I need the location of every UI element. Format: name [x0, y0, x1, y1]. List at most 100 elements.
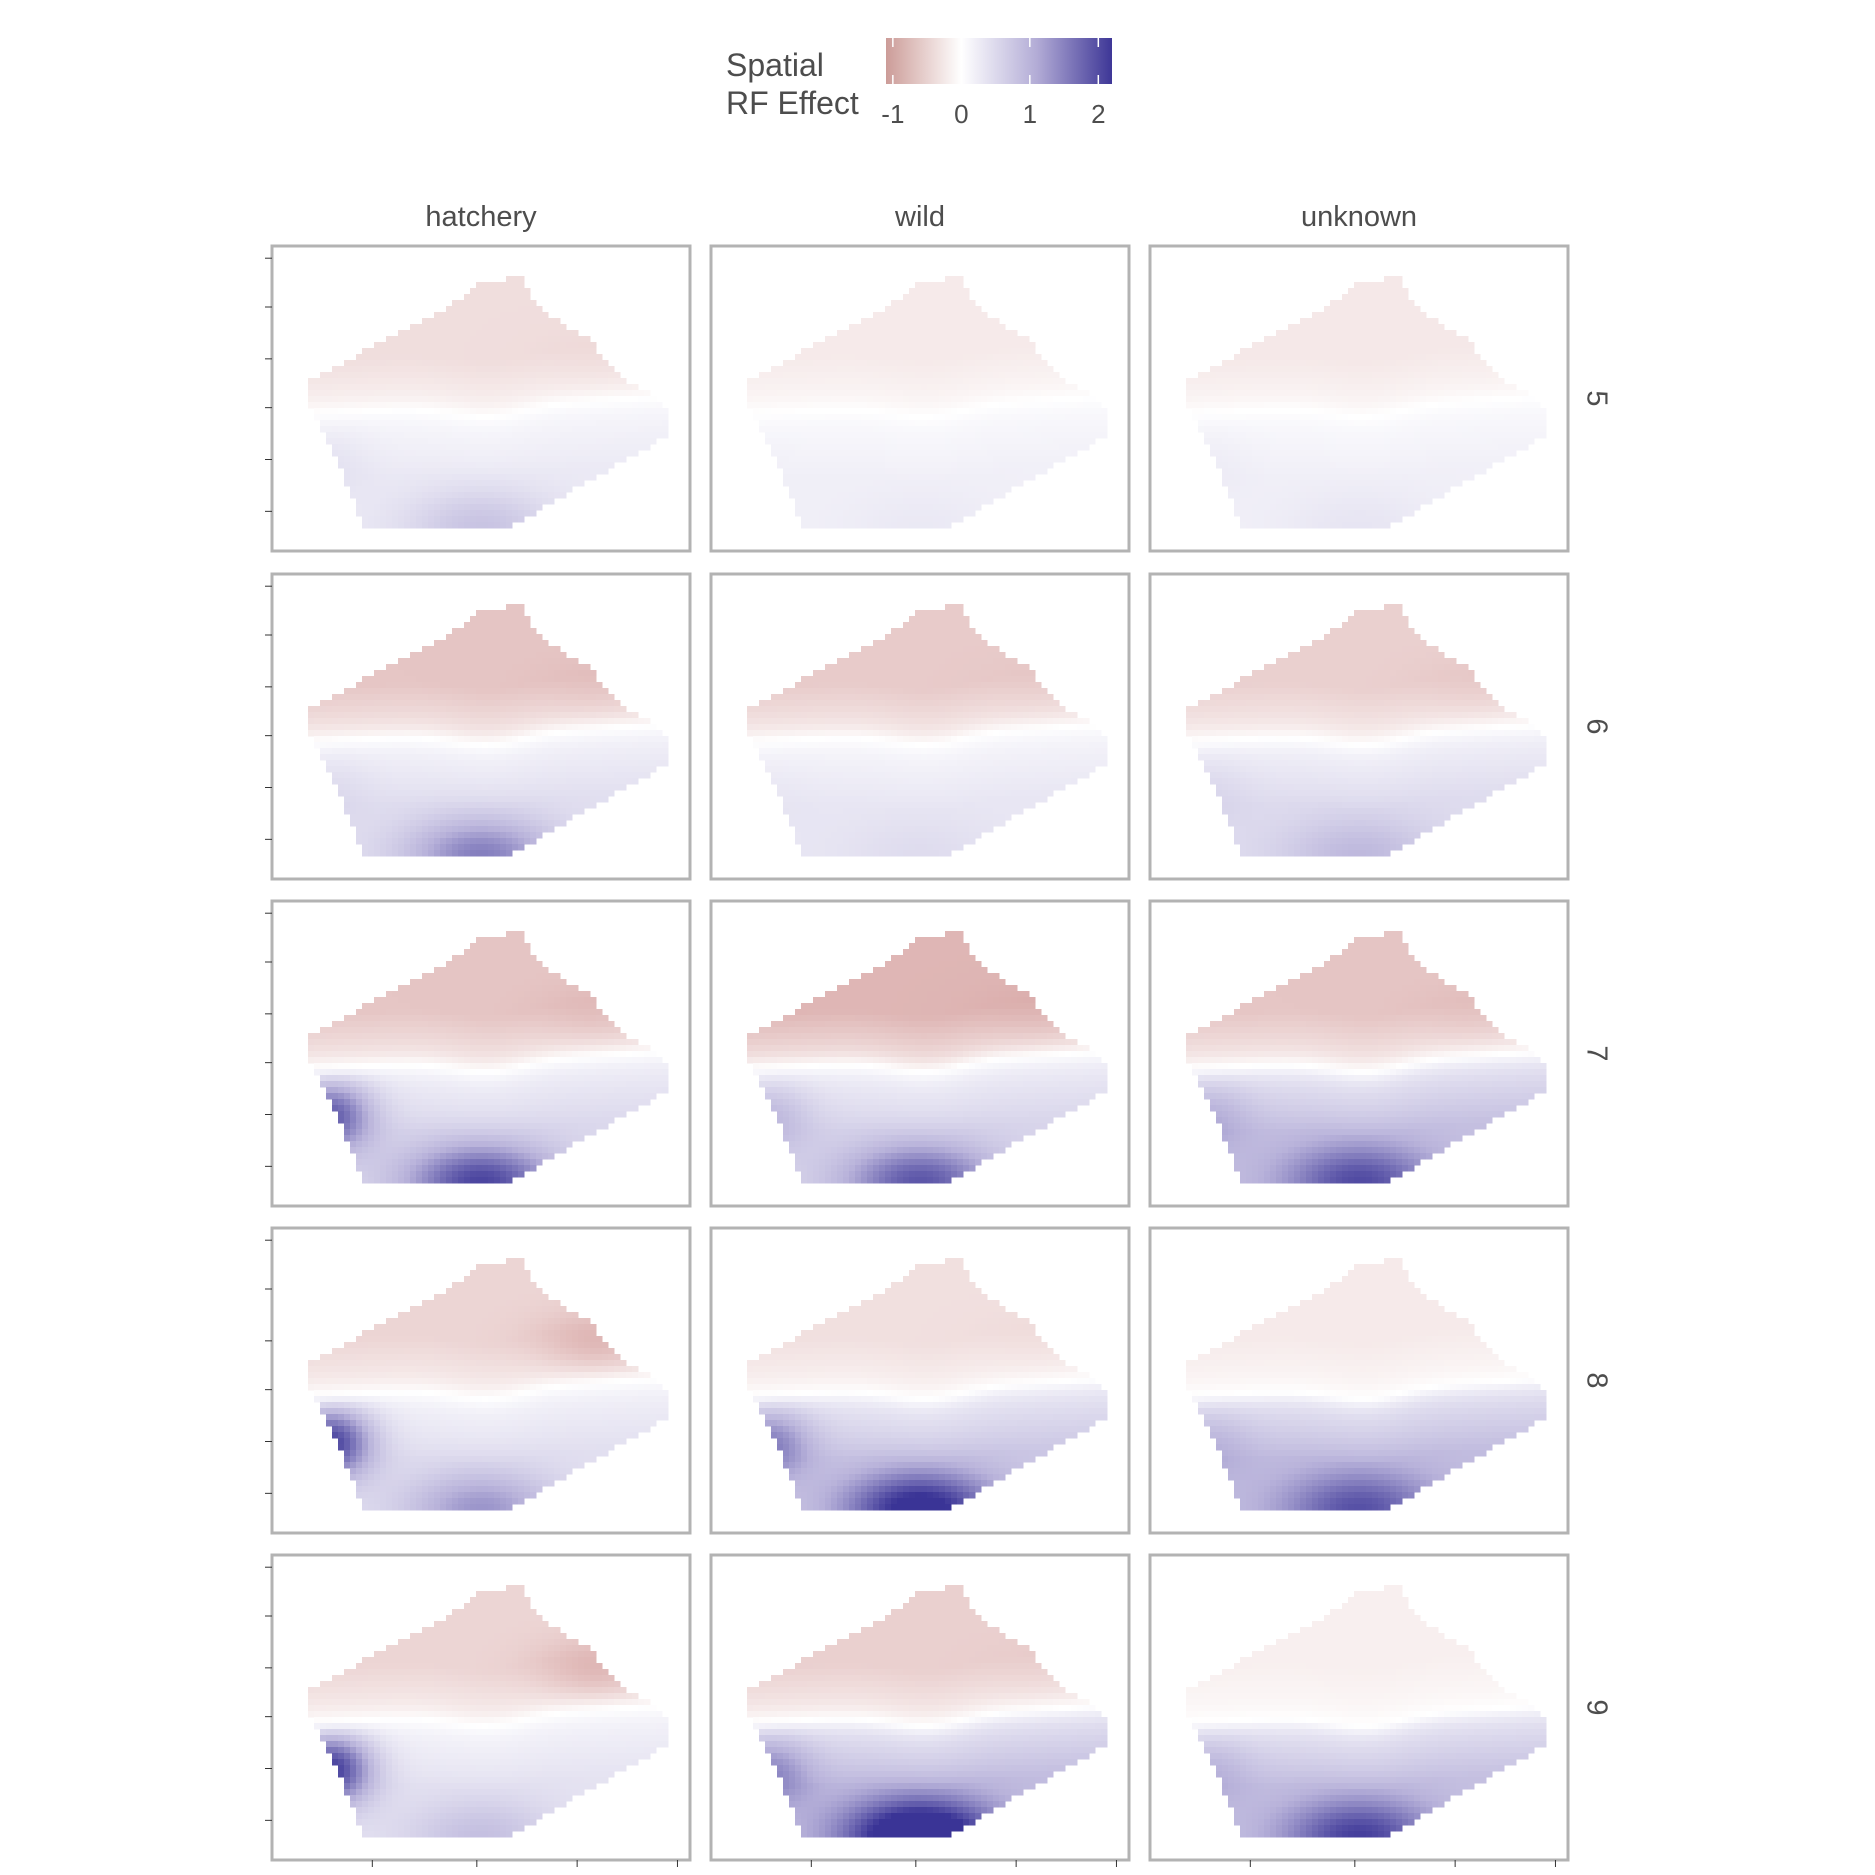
heatmap-cell	[1354, 426, 1361, 433]
heatmap-cell	[434, 492, 441, 499]
heatmap-cell	[476, 312, 483, 319]
heatmap-cell	[1270, 390, 1277, 397]
heatmap-cell	[554, 468, 561, 475]
heatmap-cell	[1504, 414, 1511, 421]
heatmap-cell	[1438, 492, 1445, 499]
heatmap-cell	[500, 342, 507, 349]
heatmap-cell	[951, 504, 958, 511]
heatmap-cell	[440, 498, 447, 505]
heatmap-cell	[1360, 384, 1367, 391]
heatmap-cell	[1011, 408, 1018, 415]
heatmap-cell	[1324, 390, 1331, 397]
heatmap-cell	[951, 390, 958, 397]
heatmap-cell	[1378, 330, 1385, 337]
heatmap-cell	[1005, 384, 1012, 391]
heatmap-cell	[440, 516, 447, 523]
heatmap-cell	[1101, 426, 1108, 433]
heatmap-cell	[434, 324, 441, 331]
heatmap-cell	[1360, 318, 1367, 325]
heatmap-cell	[362, 366, 369, 373]
heatmap-cell	[1264, 336, 1271, 343]
heatmap-cell	[428, 348, 435, 355]
heatmap-cell	[1336, 438, 1343, 445]
heatmap-cell	[915, 468, 922, 475]
heatmap-cell	[1264, 348, 1271, 355]
heatmap-cell	[837, 366, 844, 373]
heatmap-cell	[963, 486, 970, 493]
heatmap-cell	[1396, 510, 1403, 517]
heatmap-cell	[939, 324, 946, 331]
heatmap-cell	[1035, 354, 1042, 361]
heatmap-cell	[1336, 336, 1343, 343]
heatmap-cell	[963, 360, 970, 367]
heatmap-cell	[1528, 408, 1535, 415]
heatmap-cell	[398, 366, 405, 373]
heatmap-cell	[356, 408, 363, 415]
heatmap-cell	[765, 438, 772, 445]
heatmap-cell	[1234, 420, 1241, 427]
heatmap-cell	[939, 486, 946, 493]
heatmap-cell	[1486, 414, 1493, 421]
heatmap-cell	[867, 468, 874, 475]
heatmap-cell	[789, 468, 796, 475]
heatmap-cell	[1450, 444, 1457, 451]
heatmap-cell	[608, 414, 615, 421]
heatmap-cell	[1336, 306, 1343, 313]
heatmap-cell	[957, 354, 964, 361]
heatmap-cell	[1017, 426, 1024, 433]
heatmap-cell	[512, 468, 519, 475]
heatmap-cell	[566, 420, 573, 427]
heatmap-cell	[1011, 414, 1018, 421]
heatmap-cell	[506, 390, 513, 397]
heatmap-cell	[542, 498, 549, 505]
heatmap-cell	[428, 432, 435, 439]
heatmap-cell	[410, 456, 417, 463]
heatmap-cell	[1366, 336, 1373, 343]
heatmap-cell	[344, 402, 351, 409]
heatmap-cell	[356, 492, 363, 499]
heatmap-cell	[566, 432, 573, 439]
heatmap-cell	[344, 444, 351, 451]
heatmap-cell	[999, 414, 1006, 421]
heatmap-cell	[512, 318, 519, 325]
heatmap-cell	[572, 456, 579, 463]
heatmap-cell	[1318, 450, 1325, 457]
heatmap-cell	[1462, 366, 1469, 373]
heatmap-cell	[1210, 366, 1217, 373]
heatmap-cell	[1342, 456, 1349, 463]
heatmap-cell	[560, 360, 567, 367]
heatmap-cell	[488, 426, 495, 433]
heatmap-cell	[903, 408, 910, 415]
heatmap-cell	[1300, 474, 1307, 481]
heatmap-cell	[1065, 444, 1072, 451]
heatmap-cell	[446, 522, 453, 529]
heatmap-cell	[795, 390, 802, 397]
heatmap-cell	[1354, 492, 1361, 499]
heatmap-cell	[975, 402, 982, 409]
heatmap-cell	[1252, 342, 1259, 349]
heatmap-cell	[566, 444, 573, 451]
heatmap-cell	[939, 336, 946, 343]
heatmap-cell	[1336, 492, 1343, 499]
heatmap-cell	[1234, 492, 1241, 499]
heatmap-cell	[1053, 438, 1060, 445]
heatmap-cell	[512, 634, 519, 641]
heatmap-cell	[1360, 504, 1367, 511]
heatmap-cell	[530, 396, 537, 403]
heatmap-cell	[560, 480, 567, 487]
heatmap-cell	[849, 504, 856, 511]
heatmap-cell	[512, 282, 519, 289]
heatmap-cell	[963, 498, 970, 505]
heatmap-cell	[1426, 456, 1433, 463]
heatmap-cell	[1348, 294, 1355, 301]
heatmap-cell	[452, 402, 459, 409]
heatmap-cell	[530, 498, 537, 505]
heatmap-cell	[951, 366, 958, 373]
heatmap-cell	[458, 438, 465, 445]
heatmap-cell	[332, 414, 339, 421]
heatmap-cell	[1366, 414, 1373, 421]
heatmap-cell	[927, 480, 934, 487]
heatmap-cell	[650, 414, 657, 421]
heatmap-cell	[536, 414, 543, 421]
heatmap-cell	[1366, 300, 1373, 307]
